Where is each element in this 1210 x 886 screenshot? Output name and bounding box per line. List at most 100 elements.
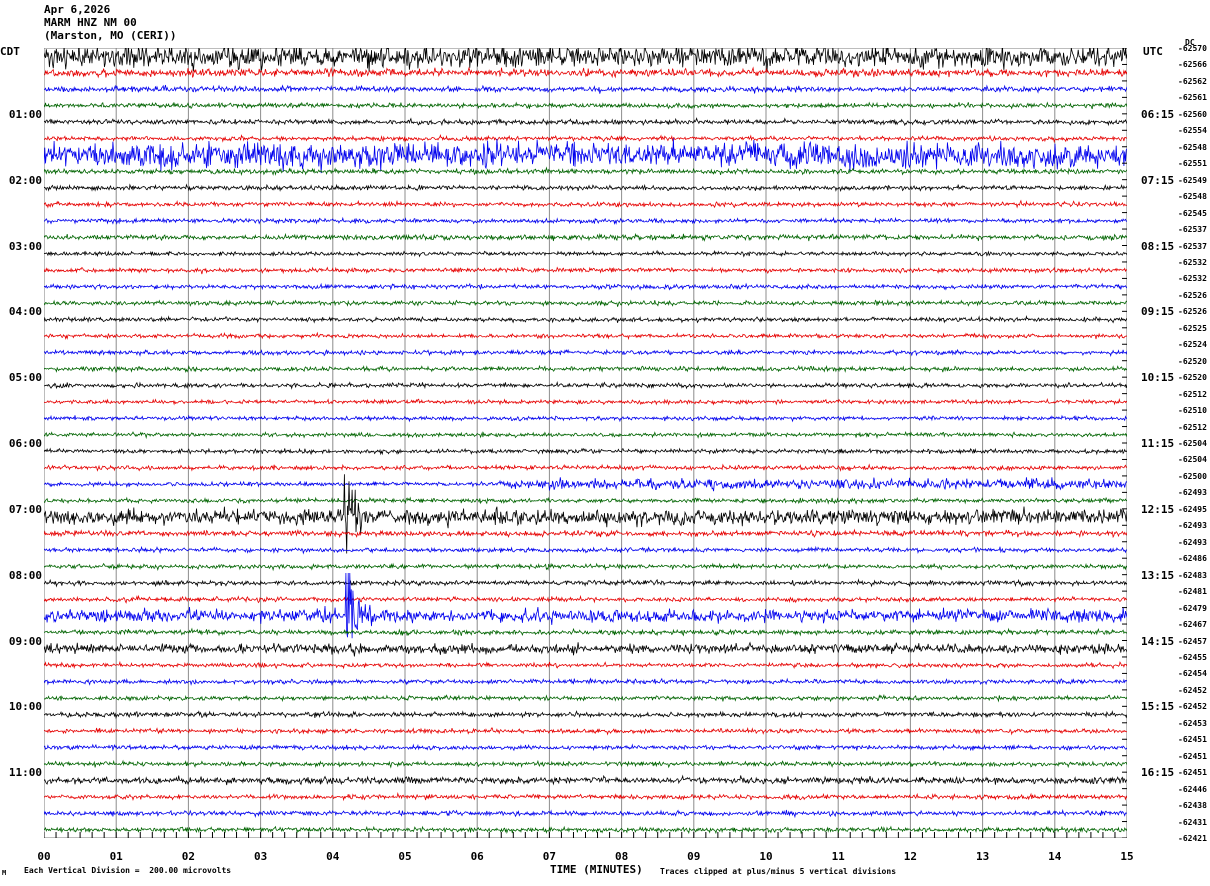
seismic-trace (44, 66, 1127, 79)
right-time-label: 10:15 (1141, 371, 1175, 385)
dc-value: -62525 (1178, 323, 1207, 333)
x-tick-label: 03 (253, 850, 268, 863)
dc-column-header: DC (1185, 38, 1195, 47)
dc-value: -62537 (1178, 225, 1207, 235)
x-tick-label: 04 (326, 850, 340, 863)
seismic-trace (44, 627, 1127, 637)
seismic-trace (44, 380, 1127, 390)
left-time-label: 03:00 (8, 239, 42, 253)
seismic-trace (44, 414, 1127, 423)
right-time-label: 14:15 (1141, 634, 1175, 648)
x-tick-label: 08 (614, 850, 629, 863)
dc-value: -62431 (1178, 817, 1207, 827)
seismic-trace (44, 183, 1127, 192)
dc-value: -62512 (1178, 389, 1207, 399)
left-time-label: 01:00 (8, 107, 42, 121)
right-time-label: 16:15 (1141, 766, 1175, 780)
x-tick-label: 15 (1120, 850, 1134, 863)
clip-note: Traces clipped at plus/minus 5 vertical … (660, 867, 897, 876)
dc-value: -62524 (1178, 340, 1207, 350)
dc-value: -62532 (1178, 257, 1207, 267)
dc-value: -62504 (1178, 439, 1207, 448)
x-tick-label: 06 (470, 850, 484, 863)
x-tick-label: 14 (1048, 850, 1062, 863)
seismic-trace (44, 138, 1127, 174)
seismic-trace (44, 397, 1127, 406)
dc-value: -62520 (1178, 373, 1207, 383)
seismic-trace (44, 825, 1127, 835)
left-time-label: 10:00 (8, 700, 42, 714)
dc-value: -62545 (1178, 208, 1207, 218)
x-tick-label: 12 (903, 850, 918, 863)
header-location: (Marston, MO (CERI)) (44, 29, 177, 42)
seismic-trace (44, 743, 1127, 752)
left-time-label: 09:00 (8, 634, 42, 648)
left-time-label: 02:00 (8, 173, 42, 187)
dc-value: -62486 (1178, 554, 1207, 564)
seismic-trace (44, 249, 1127, 258)
dc-value: -62493 (1178, 488, 1207, 498)
dc-value: -62561 (1178, 93, 1207, 103)
x-tick-label: 05 (398, 850, 412, 863)
seismic-trace (44, 808, 1127, 819)
seismic-trace (44, 101, 1127, 110)
dc-value: -62526 (1178, 290, 1207, 300)
x-tick-label: 00 (37, 850, 51, 863)
seismic-trace (44, 48, 1127, 72)
seismic-trace (44, 266, 1127, 275)
seismic-trace (44, 447, 1127, 456)
x-tick-label: 13 (975, 850, 990, 863)
dc-value: -62504 (1178, 455, 1207, 465)
left-time-label: 07:00 (8, 502, 42, 516)
left-time-label: 05:00 (8, 371, 42, 385)
seismic-trace (44, 282, 1127, 291)
seismic-trace (44, 562, 1127, 572)
seismic-trace (44, 477, 1127, 492)
dc-value: -62457 (1178, 636, 1207, 646)
dc-value: -62451 (1178, 751, 1207, 761)
right-time-label: 07:15 (1141, 173, 1175, 187)
dc-value: -62421 (1178, 834, 1207, 843)
dc-value: -62451 (1178, 735, 1207, 745)
dc-value: -62452 (1178, 685, 1207, 695)
dc-value: -62451 (1178, 768, 1207, 778)
seismic-trace (44, 166, 1127, 177)
seismic-trace (44, 594, 1127, 604)
seismic-trace (44, 299, 1127, 308)
seismic-trace (44, 791, 1127, 802)
left-timezone-label: CDT (0, 45, 20, 58)
dc-value: -62562 (1178, 76, 1207, 86)
right-time-label: 06:15 (1141, 107, 1175, 121)
dc-value: -62438 (1178, 801, 1207, 811)
plot-header: Apr 6,2026 MARM HNZ NM 00 (Marston, MO (… (44, 3, 176, 42)
left-time-label: 11:00 (8, 766, 42, 780)
left-time-label: 04:00 (8, 305, 42, 319)
left-time-label: 06:00 (8, 437, 42, 450)
x-tick-label: 11 (831, 850, 845, 863)
x-tick-label: 10 (759, 850, 773, 863)
seismic-trace (44, 117, 1127, 127)
dc-value: -62551 (1178, 159, 1207, 169)
seismic-trace (44, 693, 1127, 703)
dc-value: -62512 (1178, 422, 1207, 432)
seismic-trace (44, 660, 1127, 670)
seismic-trace (44, 331, 1127, 341)
right-time-label: 15:15 (1141, 700, 1175, 714)
seismic-trace (44, 134, 1127, 144)
seismic-trace (44, 710, 1127, 720)
scale-note: Each Vertical Division = 200.00 microvol… (24, 866, 232, 875)
dc-value: -62452 (1178, 702, 1207, 712)
seismic-trace (44, 199, 1127, 209)
left-time-label: 08:00 (8, 568, 42, 582)
seismic-trace (44, 474, 1127, 554)
dc-value: -62570 (1178, 44, 1207, 53)
dc-value: -62520 (1178, 356, 1207, 366)
m-marker: M (2, 869, 7, 877)
x-tick-label: 01 (109, 850, 123, 863)
seismic-trace (44, 578, 1127, 588)
seismic-trace (44, 348, 1127, 357)
dc-value: -62532 (1178, 274, 1207, 284)
seismic-trace (44, 572, 1127, 639)
seismic-trace (44, 528, 1127, 539)
seismic-trace (44, 216, 1127, 226)
